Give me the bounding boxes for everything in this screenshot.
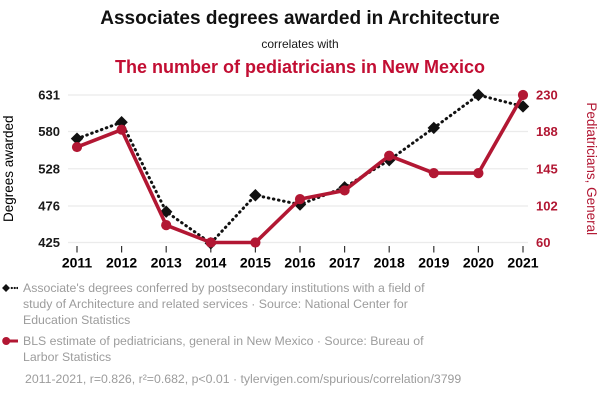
- x-axis-tick-label: 2015: [240, 254, 271, 270]
- x-axis-tick-label: 2011: [62, 254, 93, 270]
- x-axis-tick-label: 2014: [195, 254, 226, 270]
- x-axis-tick-label: 2012: [106, 254, 137, 270]
- secondary-title: The number of pediatricians in New Mexic…: [114, 57, 486, 78]
- right-axis-tick: 145: [536, 161, 558, 176]
- left-axis-tick: 528: [38, 161, 60, 176]
- chart-header: Associates degrees awarded in Architectu…: [0, 0, 600, 79]
- left-axis-tick: 425: [38, 235, 60, 250]
- black-diamond-dotted-line-icon: [2, 283, 18, 292]
- x-axis-tick-label: 2020: [463, 254, 494, 270]
- right-axis-title: Pediatricians, General: [584, 102, 599, 235]
- red-circle-solid-line-icon: [2, 336, 18, 345]
- x-axis-tick-label: 2019: [418, 254, 449, 270]
- right-axis-tick: 230: [536, 87, 558, 102]
- left-axis-tick: 580: [38, 124, 60, 139]
- left-axis-tick: 476: [38, 198, 60, 213]
- right-axis-tick: 60: [536, 235, 550, 250]
- right-axis-tick: 102: [536, 198, 558, 213]
- spurious-correlation-page: Associates degrees awarded in Architectu…: [0, 0, 600, 386]
- x-axis-tick-label: 2013: [151, 254, 182, 270]
- x-axis: 2011 2012 2013 2014 2015 2016 2017 2018 2019 2020…: [62, 245, 539, 270]
- left-axis-title: Degrees awarded: [1, 115, 16, 222]
- legend-item-degrees: Associate's degrees conferred by postsec…: [2, 280, 590, 328]
- legend-item-pediatricians: BLS estimate of pediatricians, general i…: [2, 333, 590, 365]
- right-axis-tick: 188: [536, 124, 558, 139]
- x-axis-tick-label: 2021: [507, 254, 538, 270]
- legend-pediatricians-label: BLS estimate of pediatricians, general i…: [23, 333, 424, 364]
- chart-legend: Associate's degrees conferred by postsec…: [0, 275, 600, 386]
- correlates-with-subtitle: correlates with: [261, 36, 339, 51]
- x-axis-tick-label: 2018: [374, 254, 405, 270]
- left-axis-tick: 631: [38, 87, 60, 102]
- stats-footer: 2011-2021, r=0.826, r²=0.682, p<0.01 · t…: [25, 371, 462, 386]
- series-pediatricians: [71, 89, 529, 248]
- x-axis-tick-label: 2016: [284, 254, 315, 270]
- page-title: Associates degrees awarded in Architectu…: [100, 8, 500, 29]
- x-axis-tick-label: 2017: [329, 254, 360, 270]
- legend-degrees-label: Associate's degrees conferred by postsec…: [23, 280, 425, 327]
